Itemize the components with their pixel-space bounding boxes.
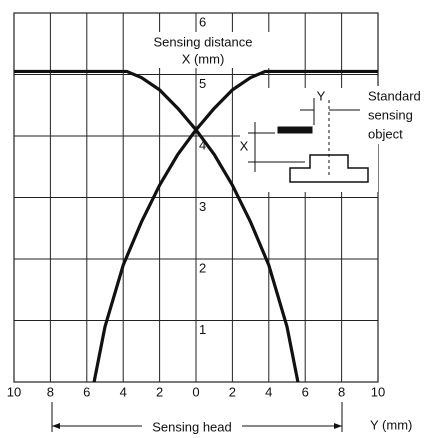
title-backdrop: [138, 32, 270, 68]
y-tick-label: 2: [199, 260, 206, 275]
x-tick-label: 0: [192, 384, 199, 399]
y-tick-label: 6: [199, 14, 206, 29]
y-tick-label: 3: [199, 199, 206, 214]
x-tick-label: 10: [7, 384, 21, 399]
object-backdrop: [366, 86, 435, 144]
inset-label: X: [240, 138, 249, 153]
x-tick-label: 8: [338, 384, 345, 399]
x-tick-label: 4: [265, 384, 272, 399]
curve: [92, 69, 378, 383]
head-label: Sensing head: [152, 419, 232, 434]
x-tick-label: 6: [302, 384, 309, 399]
inset-label: Y: [317, 88, 326, 103]
x-tick-label: 2: [229, 384, 236, 399]
object-label: Standard: [368, 88, 421, 103]
object-label: sensing: [368, 107, 413, 122]
y-axis-label: X (mm): [182, 51, 225, 66]
head-backdrop: [142, 418, 242, 436]
x-tick-label: 4: [120, 384, 127, 399]
y-tick-label: 5: [199, 76, 206, 91]
x-tick-label: 2: [156, 384, 163, 399]
y-tick-label: 1: [199, 322, 206, 337]
x-tick-label: 6: [83, 384, 90, 399]
x-axis-label: Y (mm): [370, 417, 412, 432]
chart-title: Sensing distance: [153, 34, 252, 49]
x-tick-label: 10: [371, 384, 385, 399]
y-tick-label: 4: [199, 137, 206, 152]
sensing-object: [277, 126, 313, 134]
curve: [14, 69, 300, 383]
x-tick-label: 8: [47, 384, 54, 399]
object-label: object: [368, 126, 403, 141]
inset-diagram: [248, 98, 369, 183]
